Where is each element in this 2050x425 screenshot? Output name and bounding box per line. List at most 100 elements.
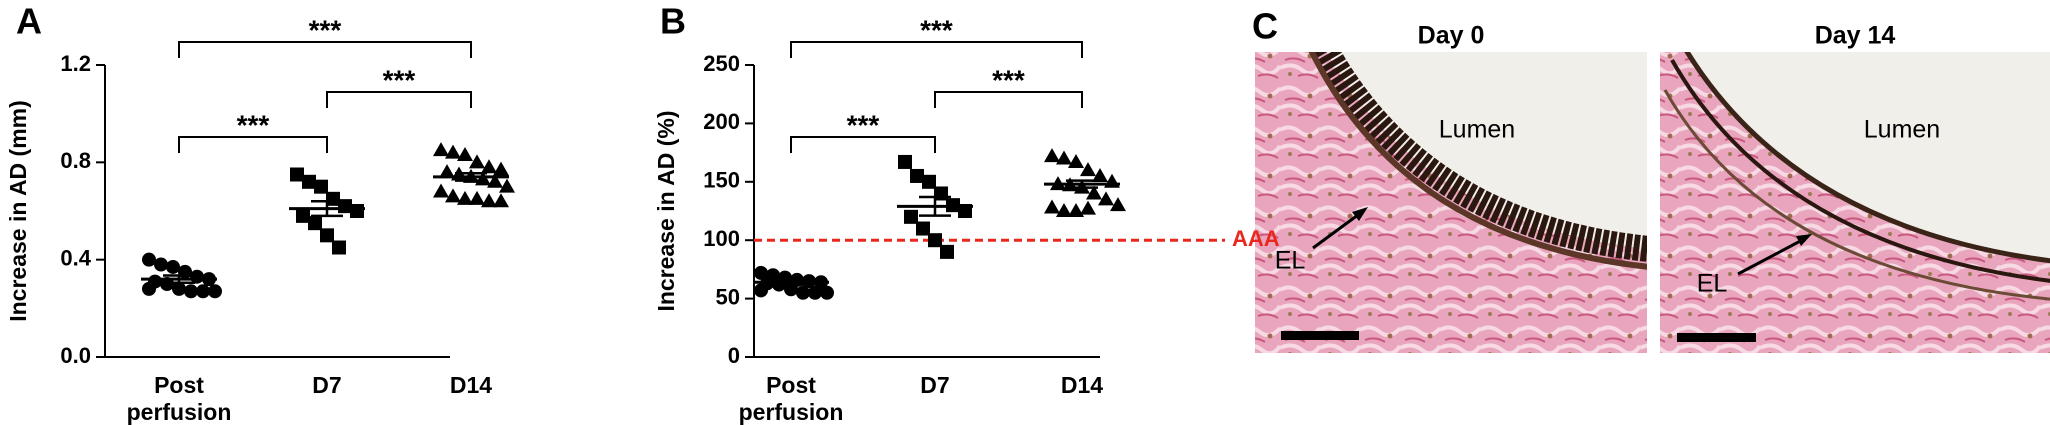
el-label: EL [1697, 270, 1728, 298]
significance-label: *** [309, 14, 342, 45]
point [1092, 167, 1108, 182]
point [296, 208, 310, 223]
lumen-label: Lumen [1439, 116, 1515, 144]
point [922, 174, 936, 189]
point [320, 228, 334, 243]
y-tick-label: 0.0 [60, 343, 91, 368]
reference-label: AAA [1232, 226, 1280, 251]
histology-day14 [1660, 52, 2050, 353]
significance-bracket [934, 91, 1083, 108]
point [928, 233, 942, 248]
point [184, 284, 198, 299]
point [916, 221, 930, 236]
point [433, 183, 449, 198]
point [142, 281, 156, 296]
lumen-label: Lumen [1864, 116, 1940, 144]
point [898, 154, 912, 169]
x-tick-label: D7 [312, 372, 342, 398]
x-tick-label: Post perfusion [738, 372, 844, 425]
significance-bracket [178, 136, 328, 153]
point [332, 240, 346, 255]
sem-bar [163, 274, 195, 285]
point [754, 283, 768, 298]
point [154, 257, 168, 272]
significance-label: *** [920, 14, 953, 45]
point [481, 193, 497, 208]
point [457, 147, 473, 162]
point [469, 190, 485, 205]
sem-bar [919, 195, 951, 217]
y-axis-label: Increase in AD (%) [653, 110, 679, 311]
point [308, 216, 322, 231]
panel-label: B [660, 1, 686, 42]
y-tick-label: 0.4 [60, 245, 91, 270]
point [1044, 199, 1060, 214]
point [940, 244, 954, 259]
point [493, 161, 509, 176]
panel-label: C [1252, 6, 1278, 47]
point [820, 285, 834, 300]
point [314, 179, 328, 194]
point [1068, 203, 1084, 217]
y-tick-label: 0.8 [60, 148, 91, 173]
y-tick-label: 1.2 [60, 51, 91, 76]
point [1080, 200, 1096, 215]
sem-bar [455, 172, 487, 182]
point [196, 284, 210, 299]
point [350, 204, 364, 218]
x-tick-label: D14 [449, 372, 493, 398]
y-tick-label: 200 [703, 109, 740, 134]
significance-bracket [790, 41, 1083, 58]
y-tick-label: 100 [703, 226, 740, 251]
panel-label: A [16, 1, 42, 42]
point [808, 285, 822, 300]
significance-label: *** [847, 109, 880, 140]
point [1068, 153, 1084, 168]
x-tick-label: D14 [1060, 372, 1104, 398]
y-tick-label: 0 [728, 343, 740, 368]
image-title: Day 0 [1418, 22, 1485, 50]
point [1044, 148, 1060, 163]
significance-bracket [178, 41, 472, 58]
el-label: EL [1275, 247, 1306, 275]
x-tick-label: D7 [920, 372, 950, 398]
point [445, 188, 461, 203]
point [172, 281, 186, 296]
image-title: Day 14 [1815, 22, 1896, 50]
significance-label: *** [992, 64, 1025, 95]
point [457, 190, 473, 205]
significance-bracket [326, 91, 472, 108]
point [142, 252, 156, 267]
point [290, 167, 304, 182]
sem-bar [1066, 179, 1098, 189]
significance-label: *** [383, 64, 416, 95]
point [445, 144, 461, 159]
point [487, 173, 503, 188]
point [208, 284, 222, 299]
histology-day0 [1255, 52, 1647, 353]
significance-bracket [790, 136, 936, 153]
point [481, 159, 497, 174]
point [302, 174, 316, 189]
point [1098, 191, 1114, 206]
point [1086, 185, 1102, 200]
point [754, 265, 768, 280]
sem-bar [311, 200, 343, 218]
point [166, 259, 180, 274]
point [796, 285, 810, 300]
significance-label: *** [237, 109, 270, 140]
y-tick-label: 250 [703, 51, 740, 76]
point [469, 154, 485, 169]
y-tick-label: 150 [703, 168, 740, 193]
point [904, 209, 918, 224]
y-axis-label: Increase in AD (mm) [5, 100, 31, 322]
point [1056, 150, 1072, 165]
point [439, 164, 455, 179]
sem-bar [775, 278, 807, 286]
point [910, 168, 924, 183]
point [433, 142, 449, 157]
point [499, 178, 515, 193]
x-tick-label: Post perfusion [126, 372, 232, 425]
